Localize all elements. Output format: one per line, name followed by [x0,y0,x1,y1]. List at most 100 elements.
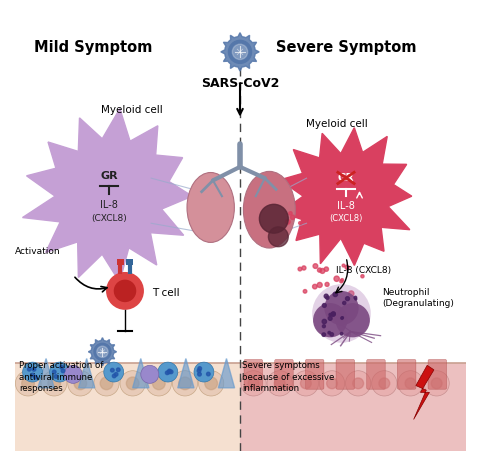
Circle shape [267,371,292,396]
Circle shape [106,272,144,310]
Circle shape [343,213,347,217]
Circle shape [198,367,202,370]
Circle shape [168,369,171,373]
Circle shape [117,368,120,372]
Ellipse shape [187,172,234,242]
FancyBboxPatch shape [367,359,385,389]
Circle shape [312,284,317,289]
Circle shape [289,212,292,215]
Circle shape [49,362,70,382]
Polygon shape [23,109,192,282]
Circle shape [355,298,357,300]
Polygon shape [414,365,434,419]
Circle shape [100,377,113,390]
Circle shape [15,371,41,396]
Circle shape [259,204,288,233]
Circle shape [333,292,337,297]
Circle shape [361,275,364,278]
Circle shape [205,377,217,390]
Circle shape [168,370,171,374]
Circle shape [286,220,290,224]
Circle shape [179,377,192,390]
Circle shape [34,376,37,379]
Circle shape [325,282,329,286]
Bar [240,363,466,451]
FancyBboxPatch shape [275,359,293,389]
Circle shape [322,319,326,324]
Circle shape [345,265,349,269]
Circle shape [317,268,322,272]
Text: GR: GR [338,173,354,183]
Text: GR: GR [100,171,118,181]
Circle shape [324,294,328,298]
Circle shape [61,369,65,373]
Circle shape [31,373,35,377]
Circle shape [54,375,58,378]
Circle shape [354,296,357,299]
Circle shape [371,206,375,211]
Circle shape [197,369,201,373]
Circle shape [74,377,87,390]
Circle shape [405,378,416,389]
Circle shape [48,377,60,390]
Text: T cell: T cell [152,288,180,298]
FancyBboxPatch shape [428,359,446,389]
Bar [14,363,240,451]
Circle shape [379,378,390,389]
Text: IL-8 (CXCL8): IL-8 (CXCL8) [336,266,392,275]
Circle shape [268,227,288,247]
Text: Myeloid cell: Myeloid cell [306,119,368,129]
Circle shape [232,44,248,60]
Circle shape [340,332,343,335]
Circle shape [340,211,343,214]
Circle shape [153,377,165,390]
Circle shape [323,304,326,308]
Text: Proper activation of
antiviral immune
responses: Proper activation of antiviral immune re… [19,361,103,393]
Circle shape [342,317,343,318]
Circle shape [342,264,345,267]
Circle shape [424,371,449,396]
Circle shape [341,279,344,281]
Circle shape [172,371,198,396]
Circle shape [341,317,343,319]
Circle shape [329,313,332,316]
Circle shape [298,267,302,271]
Circle shape [343,301,346,304]
Circle shape [27,368,31,371]
Text: IL-8: IL-8 [100,200,118,210]
Circle shape [146,371,171,396]
Polygon shape [178,359,194,388]
Circle shape [328,331,331,334]
Ellipse shape [243,171,295,248]
Circle shape [352,225,355,227]
Circle shape [319,207,324,212]
Circle shape [42,371,67,396]
Circle shape [353,378,363,389]
Circle shape [431,378,442,389]
FancyBboxPatch shape [397,359,416,389]
Text: Activation: Activation [14,248,60,257]
Text: Neutrophil
(Degranulating): Neutrophil (Degranulating) [382,288,454,308]
Circle shape [166,371,169,375]
Circle shape [328,317,332,320]
Circle shape [114,280,136,302]
Circle shape [330,333,334,336]
Circle shape [326,296,329,299]
Circle shape [303,290,307,293]
Polygon shape [79,359,95,388]
Circle shape [290,215,295,220]
Circle shape [104,362,124,382]
Circle shape [114,373,118,376]
Circle shape [274,378,285,389]
Circle shape [23,362,42,382]
Text: Mild Symptom: Mild Symptom [34,40,153,55]
Circle shape [355,208,360,213]
Circle shape [248,378,259,389]
Circle shape [110,368,114,372]
FancyBboxPatch shape [305,359,324,389]
Circle shape [348,291,354,296]
Circle shape [141,365,159,383]
Circle shape [346,297,349,301]
Circle shape [398,371,423,396]
Circle shape [199,371,224,396]
